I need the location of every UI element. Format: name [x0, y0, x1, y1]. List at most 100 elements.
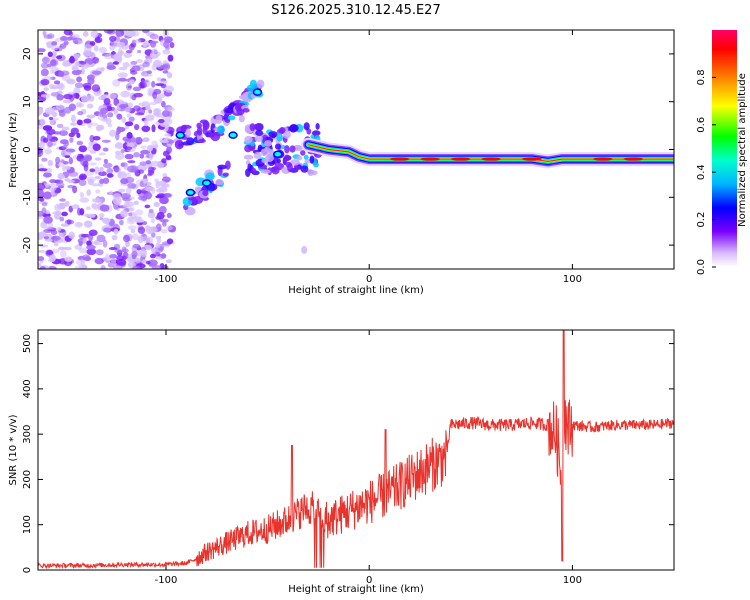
spectrogram-noise-blob	[83, 220, 93, 228]
spectrogram-noise-blob	[144, 186, 154, 192]
spectrogram-noise-blob	[73, 87, 81, 95]
spectrogram-branch-blob	[210, 123, 216, 133]
spectrogram-noise-blob	[132, 243, 141, 249]
spectrogram-noise-blob	[127, 102, 134, 108]
spectrogram-noise-blob	[133, 200, 139, 206]
spectrogram-noise-blob	[134, 38, 142, 44]
spectrogram-noise-blob	[160, 253, 167, 259]
spectrogram-cluster-blob	[257, 144, 263, 152]
spectrogram-noise-blob	[67, 179, 75, 184]
spectrogram-noise-blob	[148, 259, 158, 267]
spectrogram-peak-blob	[175, 131, 185, 139]
spectrogram-noise-blob	[130, 70, 138, 75]
spectrogram-cluster-blob	[289, 124, 299, 132]
spectrogram-noise-blob	[76, 207, 82, 216]
spectrogram-cluster-blob	[264, 154, 275, 163]
spectrogram-noise-blob	[114, 249, 124, 254]
spectrogram-noise-blob	[145, 191, 152, 200]
spectrogram-branch-blob	[217, 125, 225, 134]
spectrogram-noise-blob	[117, 72, 128, 78]
spectrogram-noise-blob	[49, 254, 56, 262]
spectrogram-noise-blob	[97, 112, 103, 121]
spectrogram-noise-blob	[63, 93, 74, 100]
spectrogram-noise-blob	[109, 253, 118, 259]
spectrogram-noise-blob	[124, 153, 134, 160]
spectrogram-noise-blob	[165, 225, 173, 231]
spectrogram-noise-blob	[55, 104, 65, 110]
colorbar-ticks: 0.0 0.2 0.4 0.6 0.8	[696, 69, 716, 275]
spectrogram-noise-blob	[64, 256, 73, 262]
snr-ytick-label: 200	[22, 470, 33, 489]
spectrogram-noise-blob	[158, 205, 167, 214]
spectrogram-noise-blob	[142, 42, 148, 48]
spectrogram-noise-blob	[161, 64, 169, 69]
spectrogram-noise-blob	[164, 133, 172, 137]
spectrogram-noise-blob	[147, 87, 155, 94]
spectrogram-noise-blob	[166, 72, 173, 79]
spectrogram-noise-blob	[151, 80, 156, 88]
spectrogram-noise-blob	[155, 83, 165, 87]
spectrogram-noise-blob	[38, 48, 46, 53]
spectrogram-noise-blob	[112, 196, 122, 205]
snr-ytick-label: 500	[22, 334, 33, 353]
spectrogram-noise-blob	[76, 132, 81, 139]
colorbar-gradient	[712, 30, 737, 267]
spectrogram-noise-blob	[163, 192, 173, 198]
colorbar-tick-label: 0.6	[696, 117, 707, 133]
spectrogram-noise-blob	[114, 142, 124, 150]
spectrogram-noise-blob	[94, 175, 101, 180]
snr-frame	[37, 329, 675, 571]
spectrogram-branch-blob	[238, 114, 245, 123]
spectrogram-noise-blob	[149, 33, 159, 40]
spectrogram-noise-blob	[155, 235, 162, 240]
spectrogram-noise-blob	[40, 94, 46, 98]
spectrogram-cluster-blob	[283, 154, 291, 162]
spectrogram-noise-blob	[159, 139, 170, 143]
spectrogram-noise-blob	[68, 57, 76, 64]
spectrogram-noise-blob	[134, 218, 145, 223]
spectrogram-noise-blob	[92, 136, 101, 141]
spectrogram-noise-blob	[48, 116, 54, 120]
spectrogram-cluster-blob	[254, 135, 263, 143]
spectrogram-noise-blob	[43, 34, 53, 39]
spectrogram-noise-blob	[100, 265, 106, 269]
spectrogram-cluster-blob	[293, 145, 303, 152]
spectrogram-noise-blob	[93, 45, 99, 52]
spectrogram-noise-blob	[43, 236, 50, 240]
spectrogram-noise-blob	[59, 250, 67, 258]
spectrogram-noise-blob	[58, 232, 64, 237]
spectrogram-noise-blob	[116, 113, 123, 120]
spectrogram-noise-blob	[68, 231, 76, 239]
spectrogram-noise-blob	[162, 150, 170, 157]
spectrogram-noise-blob	[130, 228, 136, 234]
spectrogram-noise-blob	[149, 152, 154, 161]
spectrogram-noise-blob	[169, 41, 175, 49]
snr-series-line	[38, 330, 674, 570]
spectrogram-noise-blob	[62, 161, 69, 165]
snr-ylabel: SNR (10 * v/v)	[8, 414, 19, 485]
colorbar-tick-label: 0.0	[696, 259, 707, 275]
spectrogram-noise-blob	[127, 225, 137, 230]
spectrogram-noise-blob	[150, 232, 156, 238]
spectrogram-ytick-label: -20	[22, 237, 33, 253]
spectrogram-noise-blob	[103, 98, 111, 105]
spectrogram-noise-blob	[128, 116, 135, 122]
spectrogram-ytick-label: 0	[22, 146, 33, 152]
spectrogram-noise-blob	[146, 260, 151, 265]
spectrogram-noise-blob	[46, 250, 54, 256]
spectrogram-noise-blob	[127, 182, 137, 189]
spectrogram-noise-blob	[58, 45, 63, 52]
spectrogram-noise-blob	[124, 125, 129, 130]
spectrogram-noise-blob	[68, 157, 74, 165]
spectrogram-noise-blob	[76, 119, 83, 126]
spectrogram-noise-blob	[150, 160, 161, 167]
spectrogram-noise-blob	[54, 210, 62, 216]
spectrogram-noise-blob	[51, 111, 58, 118]
spectrogram-noise-blob	[41, 57, 50, 64]
spectrogram-noise-blob	[131, 65, 141, 72]
snr-ytick-label: 400	[22, 379, 33, 398]
spectrogram-noise-blob	[43, 92, 50, 99]
spectrogram-noise-blob	[99, 166, 104, 173]
spectrogram-noise-blob	[105, 117, 112, 125]
spectrogram-noise-blob	[166, 238, 174, 245]
